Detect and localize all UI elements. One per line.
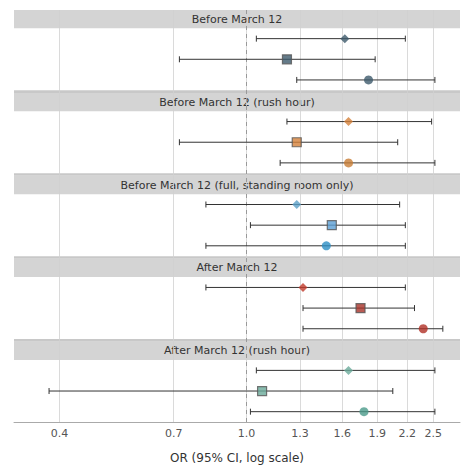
svg-text:2.2: 2.2 (398, 427, 416, 440)
svg-text:After March 12: After March 12 (197, 261, 278, 274)
svg-text:OR (95% CI, log scale): OR (95% CI, log scale) (170, 451, 304, 465)
svg-text:Before March 12 (full, standin: Before March 12 (full, standing room onl… (121, 179, 354, 192)
svg-text:Before March 12: Before March 12 (192, 13, 283, 26)
svg-text:0.7: 0.7 (165, 427, 183, 440)
svg-text:1.9: 1.9 (369, 427, 387, 440)
svg-text:1.6: 1.6 (334, 427, 352, 440)
svg-text:After March 12 (rush hour): After March 12 (rush hour) (164, 344, 310, 357)
svg-text:Before March 12 (rush hour): Before March 12 (rush hour) (159, 96, 314, 109)
svg-text:1.3: 1.3 (291, 427, 309, 440)
svg-text:2.5: 2.5 (425, 427, 443, 440)
svg-text:1.0: 1.0 (238, 427, 256, 440)
svg-text:0.4: 0.4 (51, 427, 69, 440)
